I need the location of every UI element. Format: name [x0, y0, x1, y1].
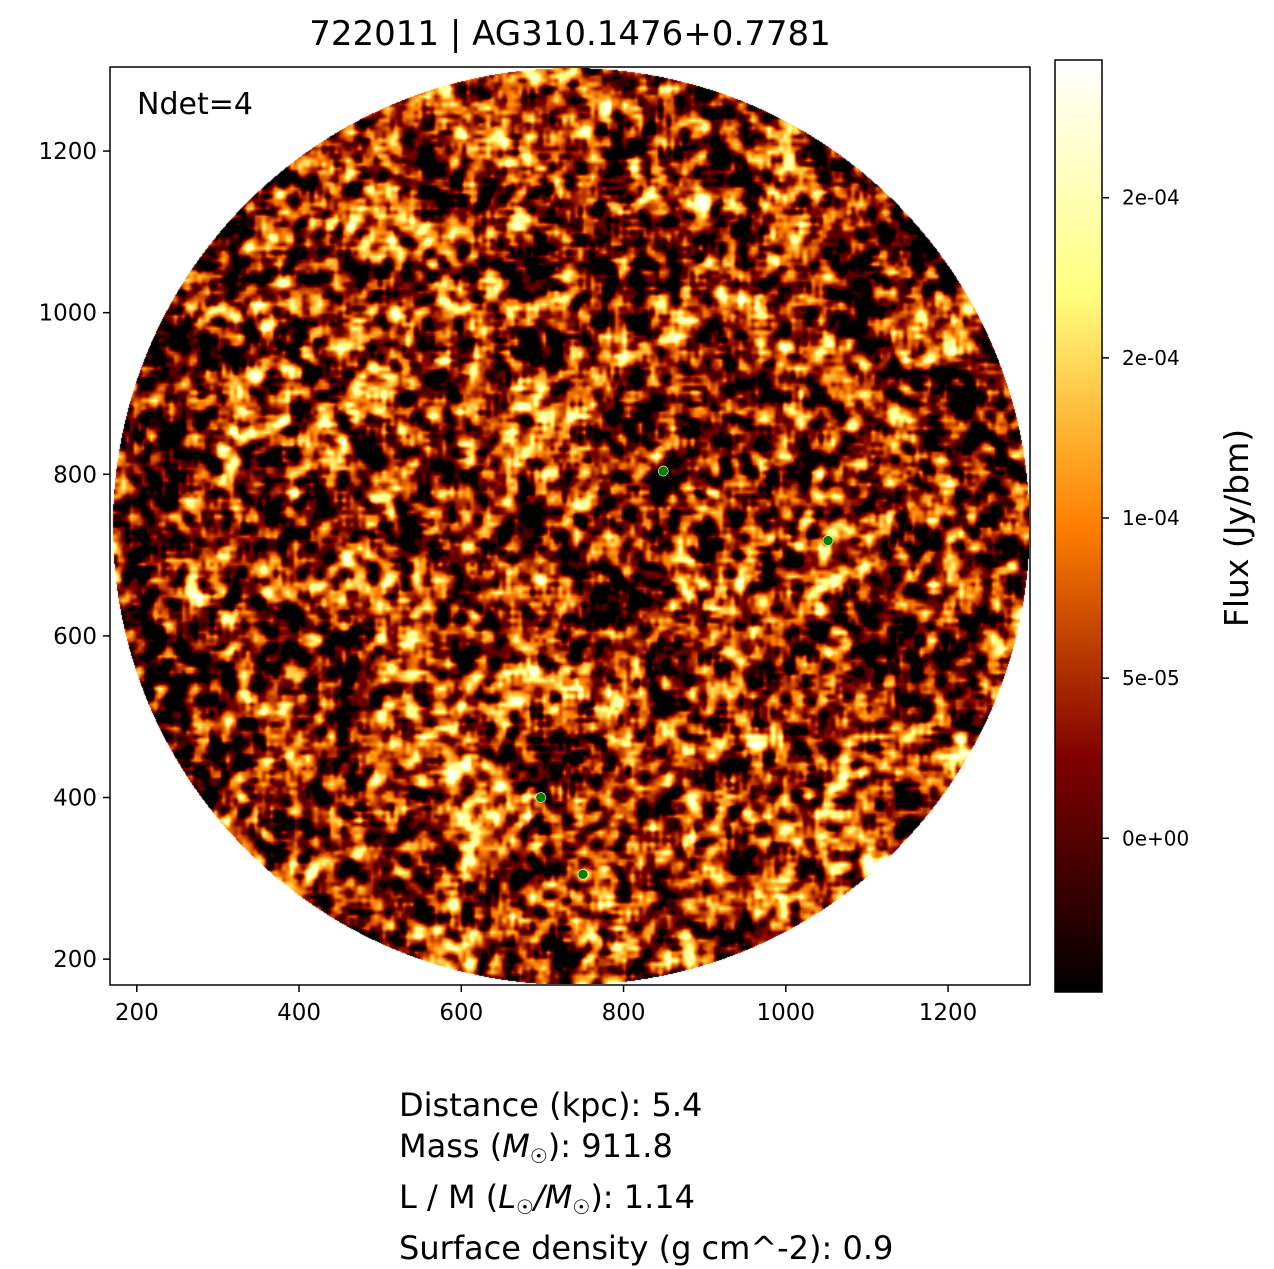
sun-symbol: ☉	[529, 1144, 548, 1168]
colorbar-tick-label: 0e+00	[1122, 826, 1189, 850]
mass-text: Mass (M☉): 911.8	[399, 1126, 893, 1177]
y-tick-label: 600	[53, 624, 97, 650]
y-tick-label: 400	[53, 786, 97, 812]
colorbar-tick-label: 2e-04	[1122, 186, 1180, 210]
colorbar	[1054, 59, 1103, 993]
y-tick-label: 1000	[38, 301, 97, 327]
surface-density-text: Surface density (g cm^-2): 0.9	[399, 1229, 894, 1267]
detection-point	[822, 535, 834, 546]
x-tick-label: 400	[277, 1000, 321, 1026]
lm-prefix: L / M (	[399, 1178, 499, 1216]
detection-point	[535, 792, 547, 803]
lm-symbol-l: L	[498, 1178, 517, 1216]
sun-symbol: ☉	[516, 1195, 534, 1219]
y-tick-label: 800	[53, 462, 97, 488]
lm-value: ): 1.14	[590, 1178, 695, 1216]
x-tick-label: 600	[439, 1000, 483, 1026]
detection-point	[577, 868, 589, 880]
y-tick-label: 1200	[38, 139, 97, 165]
colorbar-tick-label: 5e-05	[1122, 666, 1180, 690]
mass-symbol: M	[502, 1127, 530, 1165]
detection-point	[657, 465, 669, 477]
mass-value: ): 911.8	[547, 1127, 673, 1165]
x-tick-label: 1200	[919, 1000, 978, 1026]
distance-text: Distance (kpc): 5.4	[399, 1086, 703, 1124]
ndet-annotation: Ndet=4	[137, 87, 253, 122]
sun-symbol: ☉	[572, 1195, 591, 1219]
x-tick-label: 1000	[757, 1000, 816, 1026]
colorbar-tick-label: 2e-04	[1122, 346, 1180, 370]
info-block: Distance (kpc): 5.4 Mass (M☉): 911.8 L / M…	[399, 1085, 893, 1269]
lm-text: L / M (L☉/M☉): 1.14	[399, 1177, 893, 1228]
chart-title: 722011 | AG310.1476+0.7781	[309, 14, 831, 54]
plot-frame	[109, 66, 1031, 986]
colorbar-tick-label: 1e-04	[1122, 506, 1180, 530]
y-tick-label: 200	[53, 947, 97, 973]
colorbar-label: Flux (Jy/bm)	[1217, 429, 1256, 627]
flux-image	[111, 68, 1029, 984]
mass-prefix: Mass (	[399, 1127, 503, 1165]
lm-symbol-m: M	[544, 1178, 573, 1216]
x-tick-label: 800	[602, 1000, 646, 1026]
lm-sep: /	[533, 1178, 545, 1216]
x-tick-label: 200	[115, 1000, 159, 1026]
